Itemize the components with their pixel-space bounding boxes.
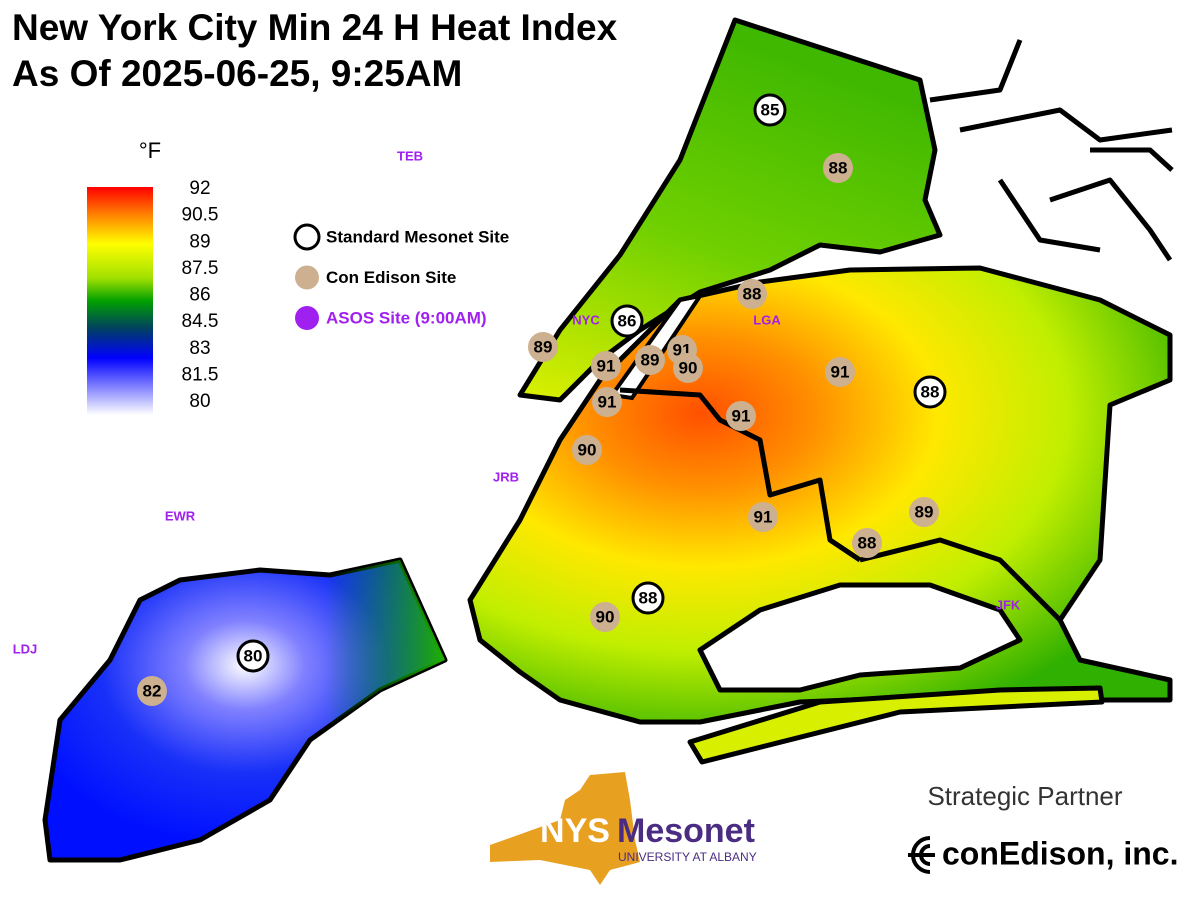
site-marker — [592, 387, 622, 417]
site-value: 90 — [596, 607, 615, 626]
asos-label: JRB — [493, 469, 519, 484]
nys-logo-shape — [490, 772, 640, 885]
title: As Of 2025-06-25, 9:25AM — [12, 53, 462, 94]
site-marker — [852, 528, 882, 558]
site-marker — [528, 332, 558, 362]
asos-label: LGA — [753, 312, 781, 327]
legend-label: Standard Mesonet Site — [326, 227, 509, 246]
colorbar-tick-label: 90.5 — [182, 205, 219, 226]
legend-label: ASOS Site (9:00AM) — [326, 308, 487, 327]
site-marker — [753, 93, 787, 127]
coastline — [959, 107, 1173, 143]
colorbar-tick-label: 80 — [189, 391, 210, 412]
site-value: 90 — [679, 358, 698, 377]
site-marker — [635, 345, 665, 375]
site-marker — [610, 304, 644, 338]
site-marker — [909, 497, 939, 527]
site-marker — [825, 357, 855, 387]
site-value: 88 — [921, 382, 940, 401]
site-value: 88 — [639, 588, 658, 607]
nys-text: NYS — [540, 812, 610, 850]
site-marker — [823, 153, 853, 183]
legend-label: Con Edison Site — [326, 268, 456, 287]
legend-marker — [293, 223, 321, 251]
site-value: 88 — [858, 533, 877, 552]
site-value: 91 — [597, 356, 616, 375]
rockaway — [687, 685, 1105, 765]
site-marker — [726, 401, 756, 431]
site-value: 89 — [641, 350, 660, 369]
coastline — [1049, 177, 1173, 262]
site-value: 85 — [761, 100, 780, 119]
mesonet-text: Mesonet — [617, 812, 755, 850]
site-value: 90 — [578, 440, 597, 459]
asos-label: EWR — [165, 508, 196, 523]
asos-label: JFK — [996, 597, 1021, 612]
colorbar-tick-label: 86 — [189, 285, 210, 306]
site-value: 88 — [743, 284, 762, 303]
site-marker — [590, 602, 620, 632]
colorbar-tick-label: 89 — [189, 231, 210, 252]
partner-name: conEdison, inc. — [942, 835, 1178, 871]
site-value: 89 — [915, 502, 934, 521]
site-marker — [236, 639, 270, 673]
colorbar — [87, 187, 153, 415]
legend-marker — [295, 265, 319, 290]
site-marker — [591, 351, 621, 381]
site-value: 91 — [598, 392, 617, 411]
jamaica-bay — [697, 582, 1023, 693]
asos-label: TEB — [397, 148, 423, 163]
site-marker — [631, 581, 665, 615]
colorbar-tick-label: 83 — [189, 338, 210, 359]
legend-marker — [295, 306, 319, 330]
partner-label: Strategic Partner — [927, 781, 1122, 811]
site-value: 91 — [754, 507, 773, 526]
university-text: UNIVERSITY AT ALBANY — [618, 850, 757, 864]
site-value: 91 — [831, 362, 850, 381]
borough-line — [859, 537, 1062, 622]
colorbar-tick-label: 81.5 — [182, 364, 219, 385]
colorbar-tick-label: 92 — [189, 178, 210, 199]
site-value: 91 — [732, 406, 751, 425]
site-value: 88 — [829, 158, 848, 177]
title: New York City Min 24 H Heat Index — [12, 7, 618, 48]
legend: Standard Mesonet Site Con Edison Site ASOS… — [293, 223, 509, 330]
asos-label: LDJ — [13, 641, 38, 656]
asos-labels: TEB NYC LGA JRB EWR LDJ JFK — [13, 148, 1021, 656]
site-value: 86 — [618, 311, 637, 330]
site-value: 82 — [143, 681, 162, 700]
asos-label: NYC — [572, 312, 600, 327]
site-marker — [913, 375, 947, 409]
conedison-icon — [908, 836, 935, 874]
colorbar-unit: °F — [139, 138, 161, 163]
site-marker — [673, 353, 703, 383]
site-value: 80 — [244, 646, 263, 665]
coastline — [1090, 147, 1174, 172]
coastline — [929, 39, 1023, 103]
site-marker — [572, 435, 602, 465]
colorbar-tick-label: 84.5 — [182, 311, 219, 332]
staten-island-edge — [45, 560, 445, 860]
site-marker — [748, 502, 778, 532]
site-value: 89 — [534, 337, 553, 356]
site-marker — [737, 279, 767, 309]
borough-line — [619, 387, 862, 563]
site-marker — [137, 676, 167, 706]
colorbar-tick-label: 87.5 — [182, 258, 219, 279]
coastline — [997, 178, 1101, 253]
